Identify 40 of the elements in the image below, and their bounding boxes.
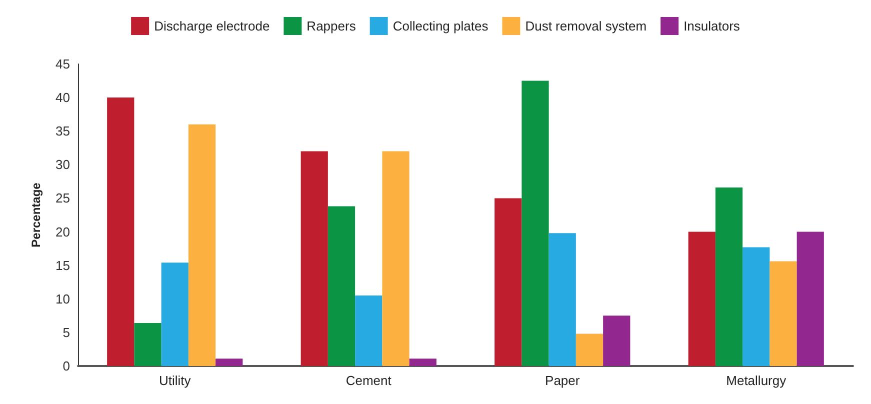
bar — [522, 80, 549, 366]
bar — [134, 323, 162, 366]
bar — [603, 316, 630, 366]
bar — [409, 358, 436, 366]
bar — [328, 206, 356, 366]
bar — [382, 151, 410, 366]
bar — [107, 98, 134, 366]
legend-label: Discharge electrode — [154, 18, 270, 34]
x-tick-label: Cement — [346, 373, 392, 388]
y-tick-label: 35 — [56, 124, 70, 139]
bar — [715, 187, 743, 366]
bar — [688, 232, 716, 366]
bar — [300, 151, 328, 366]
y-tick-label: 25 — [56, 190, 70, 206]
y-tick-label: 40 — [56, 90, 70, 106]
y-tick-label: 5 — [62, 324, 70, 340]
bar — [742, 247, 770, 366]
y-tick-label: 45 — [56, 56, 70, 72]
legend-label: Dust removal system — [525, 18, 647, 34]
bar — [548, 233, 576, 366]
x-tick-label: Utility — [158, 373, 192, 388]
y-tick-label: 30 — [56, 157, 70, 172]
y-tick-label: 15 — [56, 258, 70, 273]
y-tick-label: 20 — [56, 224, 70, 240]
bar — [161, 262, 188, 366]
y-tick-label: 10 — [56, 291, 70, 306]
bar — [770, 261, 797, 366]
legend-label: Collecting plates — [392, 18, 489, 34]
bar — [494, 198, 522, 366]
bar — [796, 232, 824, 366]
x-tick-label: Metallurgy — [726, 373, 787, 388]
legend-label: Insulators — [684, 18, 740, 34]
x-tick-label: Paper — [545, 373, 580, 388]
y-axis-title: Percentage — [29, 182, 43, 248]
bar — [188, 124, 216, 366]
bar — [355, 296, 382, 366]
legend-label: Rappers — [306, 18, 356, 34]
bar — [576, 334, 604, 366]
bar — [216, 358, 243, 366]
y-tick-label: 0 — [62, 358, 70, 374]
